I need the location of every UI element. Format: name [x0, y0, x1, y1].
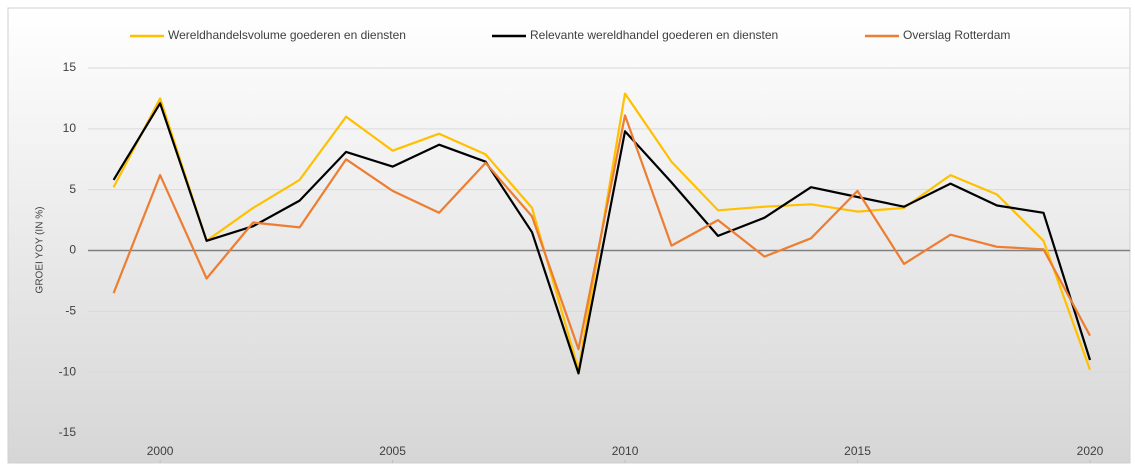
- x-tick-label: 2015: [844, 444, 871, 458]
- y-tick-label: 5: [69, 182, 76, 196]
- x-tick-label: 2020: [1077, 444, 1104, 458]
- legend-label: Relevante wereldhandel goederen en diens…: [530, 28, 778, 42]
- y-axis-label: GROEI YOY (IN %): [35, 207, 46, 294]
- legend-label: Wereldhandelsvolume goederen en diensten: [168, 28, 406, 42]
- y-tick-label: 15: [63, 60, 77, 74]
- x-tick-label: 2005: [379, 444, 406, 458]
- x-tick-label: 2000: [147, 444, 174, 458]
- legend-label: Overslag Rotterdam: [903, 28, 1010, 42]
- series-line: [112, 102, 1092, 375]
- series-line: [112, 114, 1091, 351]
- y-tick-label: -10: [59, 364, 77, 378]
- y-tick-label: 10: [63, 121, 77, 135]
- y-tick-label: 0: [69, 243, 76, 257]
- y-tick-label: -15: [59, 425, 77, 439]
- x-tick-label: 2010: [612, 444, 639, 458]
- plot-background: [7, 7, 1131, 464]
- y-tick-label: -5: [65, 304, 76, 318]
